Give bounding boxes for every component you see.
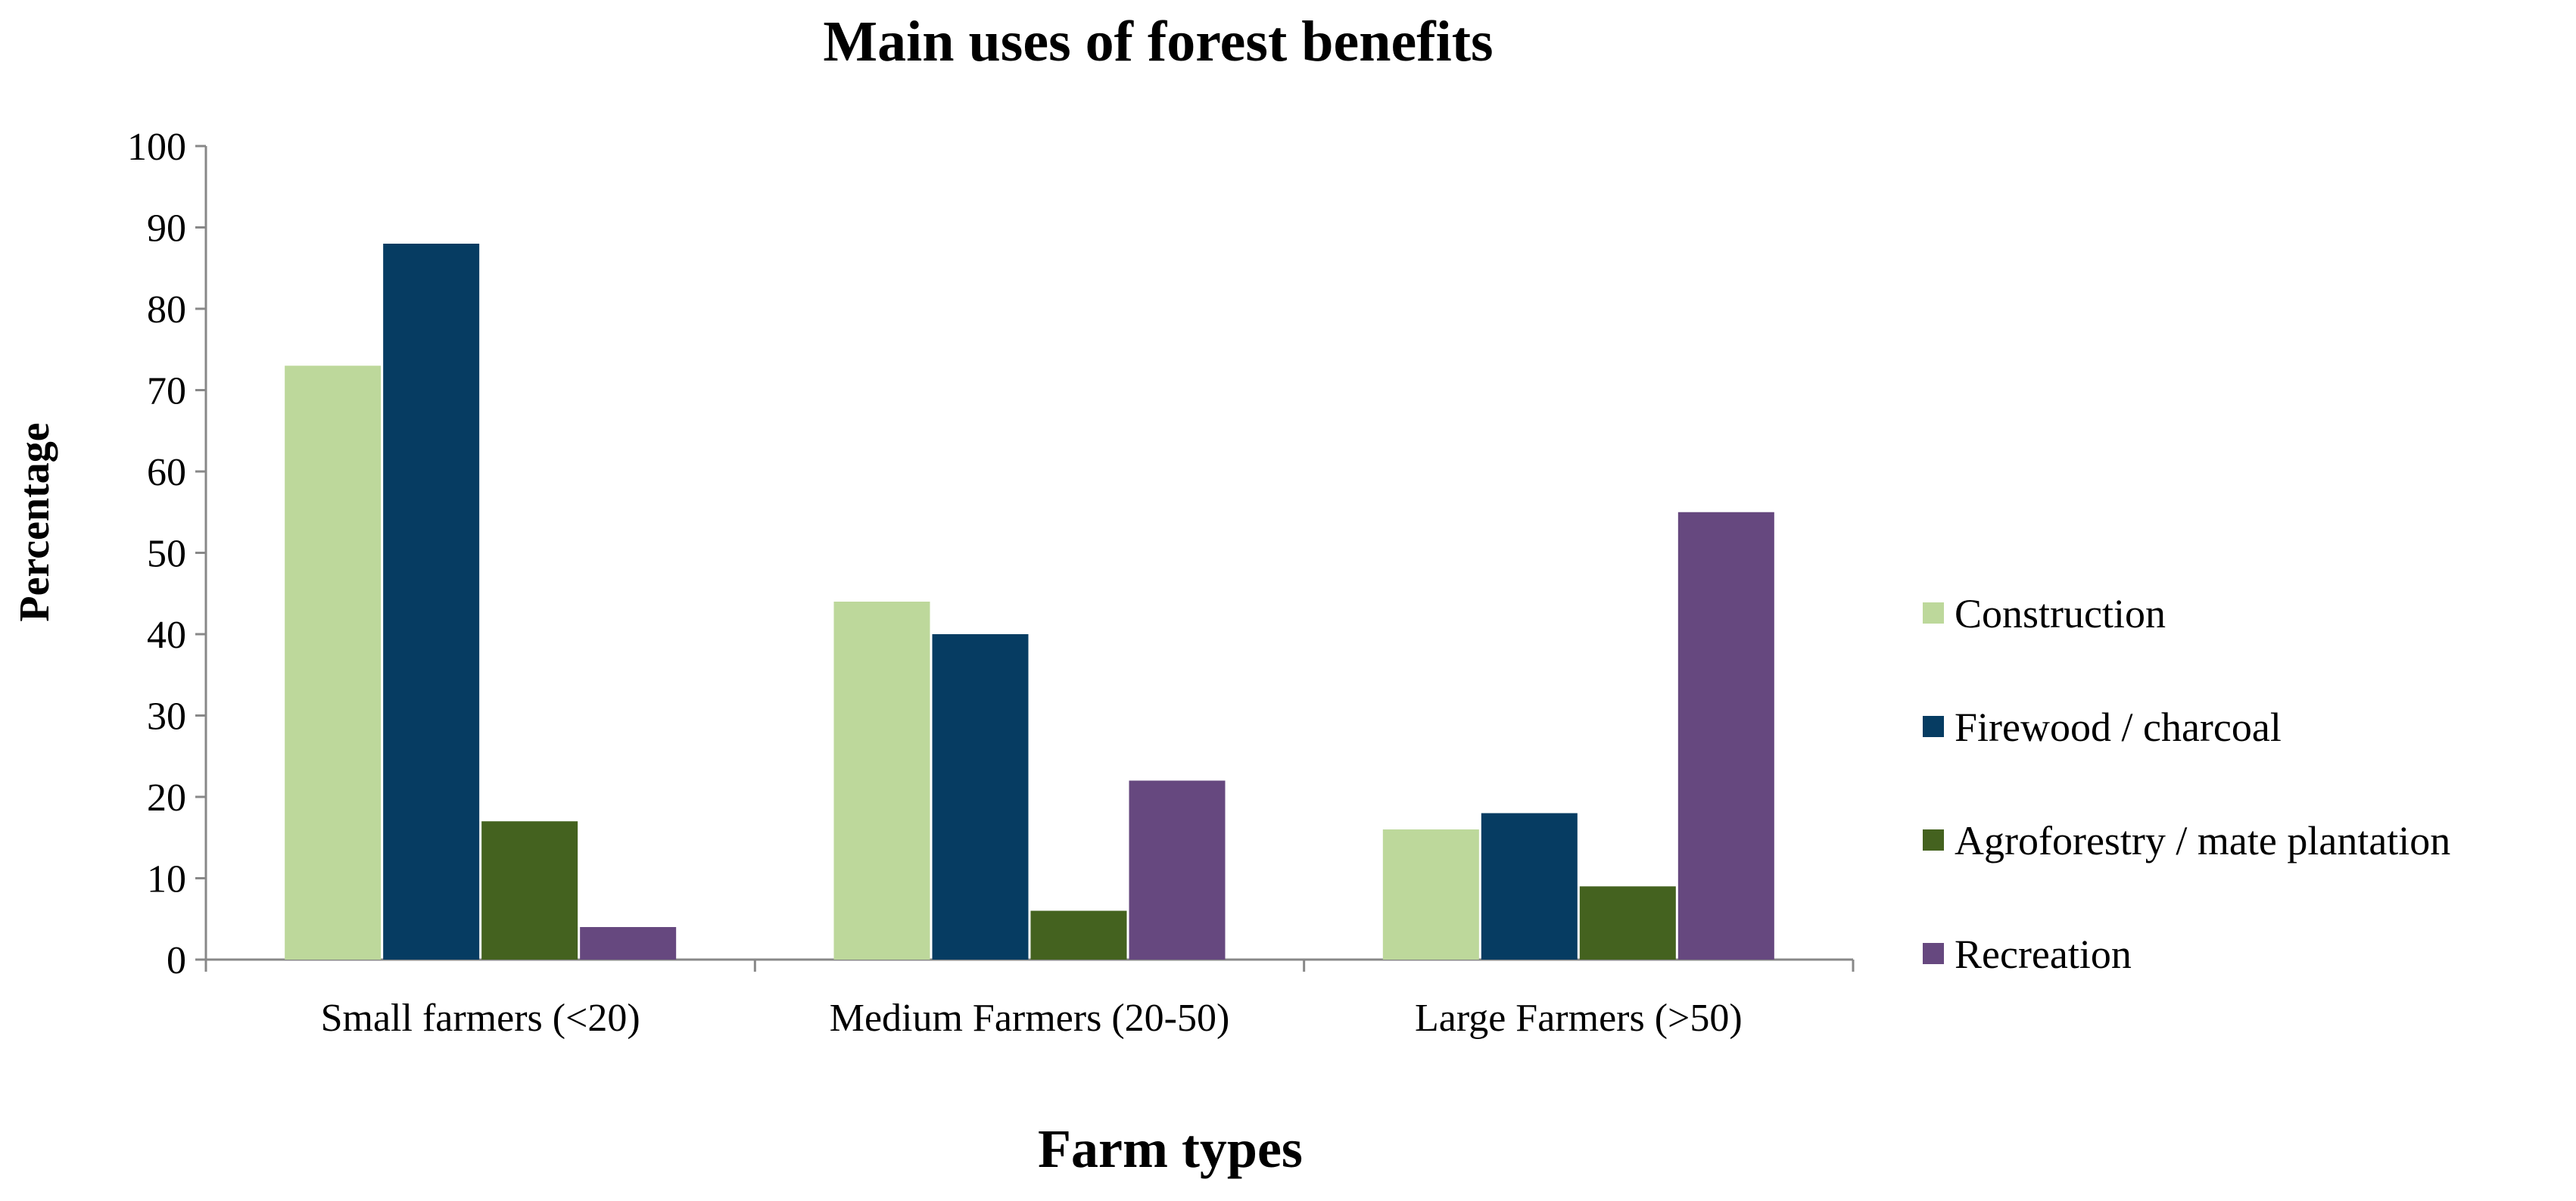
bar-recreation[interactable] xyxy=(580,927,677,960)
legend-label: Construction xyxy=(1955,591,2166,636)
bar-firewood-charcoal[interactable] xyxy=(932,634,1029,960)
y-tick-label: 60 xyxy=(147,451,186,494)
legend-label: Agroforestry / mate plantation xyxy=(1955,818,2450,863)
legend-swatch xyxy=(1923,943,1944,964)
x-tick-label: Medium Farmers (20-50) xyxy=(830,997,1230,1040)
y-tick-label: 90 xyxy=(147,207,186,250)
y-axis-title: Percentage xyxy=(11,422,58,621)
x-tick-label: Large Farmers (>50) xyxy=(1415,997,1743,1040)
y-tick-label: 10 xyxy=(147,858,186,901)
y-tick-label: 30 xyxy=(147,695,186,739)
bar-agroforestry-mate-plantation[interactable] xyxy=(1030,910,1127,960)
legend-swatch xyxy=(1923,602,1944,624)
bar-firewood-charcoal[interactable] xyxy=(383,244,480,960)
y-tick-label: 20 xyxy=(147,776,186,820)
y-tick-label: 70 xyxy=(147,370,186,413)
bar-agroforestry-mate-plantation[interactable] xyxy=(1579,886,1676,960)
legend-label: Recreation xyxy=(1955,932,2132,977)
legend-swatch xyxy=(1923,829,1944,851)
bar-recreation[interactable] xyxy=(1129,780,1226,960)
y-tick-label: 0 xyxy=(167,939,186,982)
y-tick-label: 40 xyxy=(147,614,186,657)
bar-construction[interactable] xyxy=(285,366,382,960)
legend-label: Firewood / charcoal xyxy=(1955,705,2282,750)
bar-agroforestry-mate-plantation[interactable] xyxy=(481,821,578,960)
bar-firewood-charcoal[interactable] xyxy=(1481,813,1578,960)
bar-recreation[interactable] xyxy=(1677,512,1774,960)
chart-title: Main uses of forest benefits xyxy=(823,10,1493,73)
bar-construction[interactable] xyxy=(833,602,930,960)
x-axis-title: Farm types xyxy=(1038,1119,1303,1179)
bar-construction[interactable] xyxy=(1382,829,1479,960)
legend-swatch xyxy=(1923,716,1944,737)
x-tick-label: Small farmers (<20) xyxy=(321,997,640,1040)
y-tick-label: 80 xyxy=(147,288,186,331)
y-tick-label: 50 xyxy=(147,533,186,576)
y-tick-label: 100 xyxy=(127,126,186,169)
